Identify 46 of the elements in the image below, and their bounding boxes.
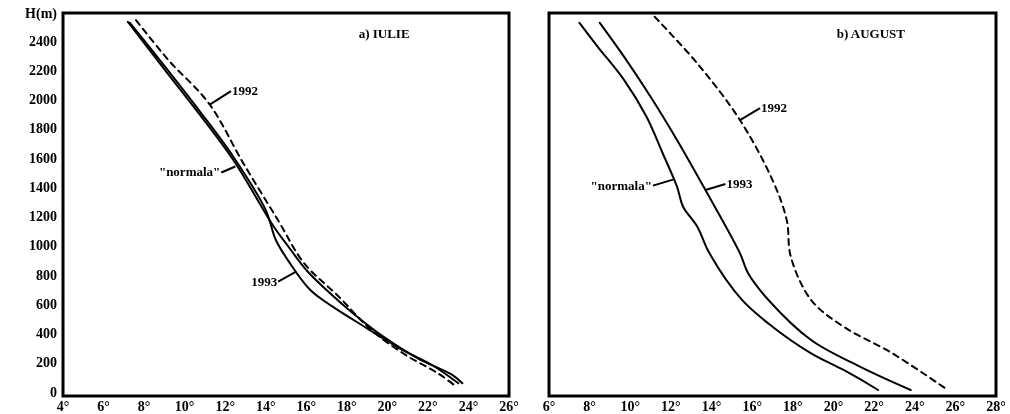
x-tick-label: 16° (742, 399, 762, 414)
y-tick-label: 2200 (29, 63, 57, 79)
x-tick-label: 6° (542, 399, 556, 414)
annotation: "normala" (158, 164, 221, 180)
x-tick-label: 12° (661, 399, 681, 414)
x-tick-label: 10° (620, 399, 641, 414)
y-tick-label: 800 (36, 267, 57, 283)
annotation: 1993 (251, 273, 278, 289)
x-tick-label: 22° (418, 399, 438, 414)
y-tick-label: 1000 (29, 238, 57, 254)
x-tick-label: 4° (56, 399, 70, 414)
x-tick-label: 26° (945, 399, 966, 414)
x-tick-label: 28° (986, 399, 1006, 414)
y-tick-label: 600 (36, 296, 57, 312)
annotation: 1993 (726, 176, 753, 192)
x-tick-label: 10° (174, 399, 195, 414)
y-tick-label: 1800 (29, 121, 57, 137)
y-tick-label: 1600 (29, 150, 57, 166)
annotation: "normala" (590, 177, 652, 193)
text: a) IULIE (358, 26, 410, 41)
x-tick-label: 8° (583, 399, 596, 414)
x-tick-label: 18° (783, 399, 803, 414)
y-tick-label: 400 (36, 326, 57, 342)
x-tick-label: 6° (97, 399, 110, 414)
x-tick-label: 22° (864, 399, 884, 414)
x-tick-label: 24° (458, 399, 479, 414)
x-tick-label: 14° (701, 399, 722, 414)
x-tick-label: 14° (255, 399, 276, 414)
y-tick-label: 200 (36, 355, 57, 371)
x-tick-label: 16° (296, 399, 317, 414)
annotation: 1992 (231, 83, 258, 99)
x-tick-label: 18° (337, 399, 357, 414)
x-tick-label: 12° (215, 399, 235, 414)
y-axis-title: H(m) (25, 6, 58, 22)
x-tick-label: 24° (904, 399, 925, 414)
y-tick-label: 1200 (29, 209, 57, 225)
x-tick-label: 20° (823, 399, 844, 414)
x-tick-label: 26° (499, 399, 519, 414)
x-tick-label: 20° (377, 399, 398, 414)
y-tick-label: 1400 (29, 179, 57, 195)
text: b) AUGUST (836, 26, 906, 41)
y-tick-label: 2400 (29, 33, 57, 49)
x-tick-label: 8° (137, 399, 151, 414)
y-tick-label: 2000 (29, 92, 57, 108)
y-tick-label: 0 (50, 384, 57, 400)
annotation: 1992 (760, 100, 787, 116)
